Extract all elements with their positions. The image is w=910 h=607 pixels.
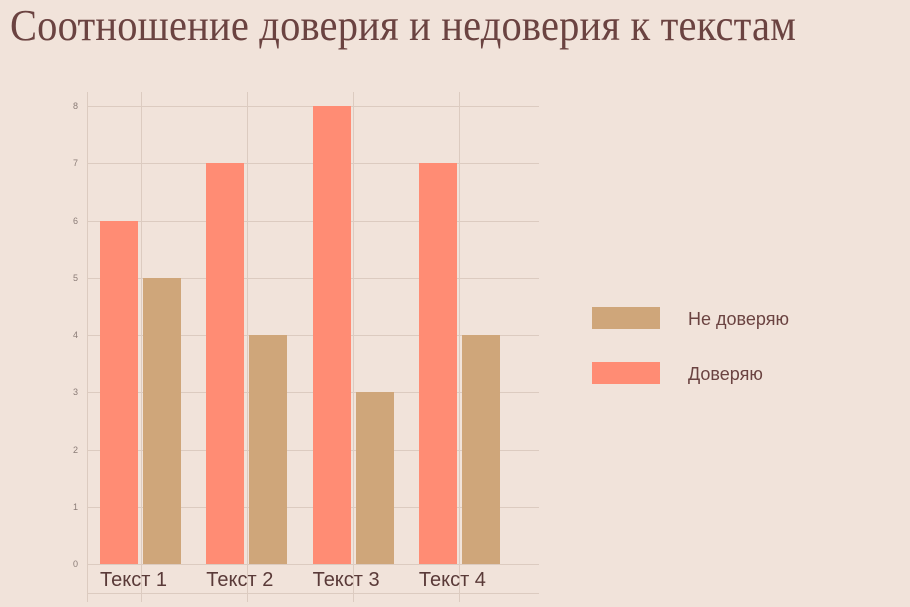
gridline-vertical (459, 92, 460, 602)
x-tick-label: Текст 4 (418, 569, 486, 591)
legend-label-trust: Доверяю (688, 364, 763, 384)
x-tick-label: Текст 3 (312, 569, 380, 591)
y-tick-label: 1 (72, 502, 78, 512)
bar-distrust (355, 392, 394, 564)
bar-trust (312, 106, 351, 564)
bar-trust (100, 220, 138, 564)
y-tick-label: 5 (72, 273, 78, 283)
bar-distrust (461, 335, 500, 564)
legend-label-distrust: Не доверяю (688, 309, 789, 329)
gridline-vertical (141, 92, 142, 602)
legend-swatch-trust (592, 362, 660, 384)
y-tick-label: 3 (72, 387, 78, 397)
bar-trust (206, 163, 245, 564)
bar-chart-plot: 0 1 2 3 4 5 6 7 8 Текст 1 Текст 2 Текст 3 Текст 4 (72, 92, 539, 602)
gridline-vertical (353, 92, 354, 602)
y-tick-label: 4 (72, 330, 78, 340)
gridline-horizontal (87, 564, 539, 565)
y-tick-label: 0 (72, 559, 78, 569)
y-tick-label: 2 (72, 445, 78, 455)
x-tick-label: Текст 2 (206, 569, 274, 591)
gridline-vertical (247, 92, 248, 602)
bar-trust (418, 163, 457, 564)
legend-swatch-distrust (592, 307, 660, 329)
x-axis-baseline (87, 593, 539, 594)
y-tick-label: 6 (72, 216, 78, 226)
y-tick-label: 7 (72, 158, 78, 168)
chart-title: Соотношение доверия и недоверия к текста… (10, 1, 796, 50)
bar-distrust (249, 335, 288, 564)
bar-distrust (143, 277, 181, 564)
y-tick-label: 8 (72, 101, 78, 111)
gridline-vertical (87, 92, 88, 602)
x-tick-label: Текст 1 (100, 569, 168, 591)
